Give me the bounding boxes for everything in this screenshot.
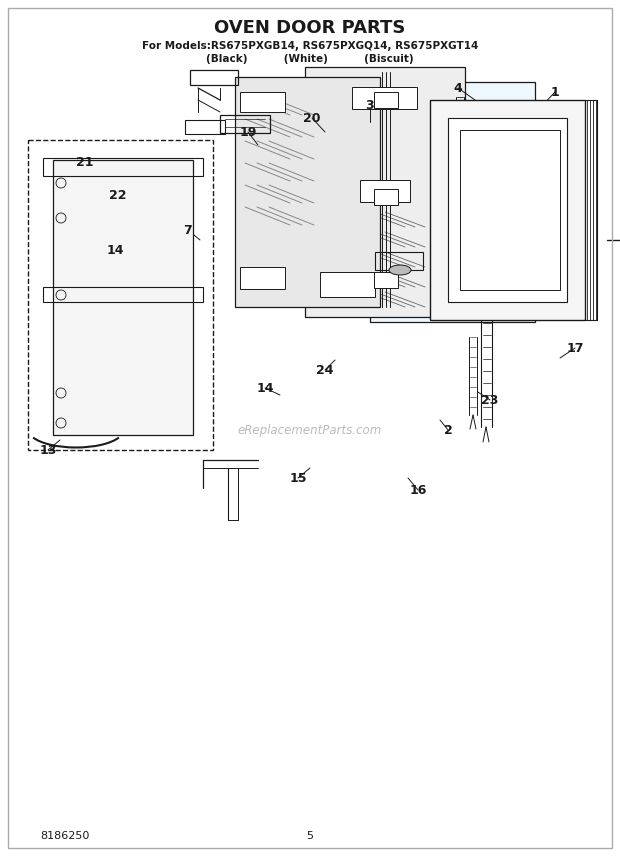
Polygon shape [320, 272, 375, 297]
Text: 16: 16 [409, 484, 427, 496]
Polygon shape [235, 77, 380, 307]
Text: 14: 14 [106, 243, 124, 257]
Text: 21: 21 [76, 156, 94, 169]
Text: 20: 20 [303, 111, 321, 124]
Text: 7: 7 [184, 223, 192, 236]
Text: 15: 15 [290, 472, 307, 484]
Text: 2: 2 [444, 424, 453, 437]
Text: 3: 3 [366, 98, 374, 111]
Polygon shape [240, 267, 285, 289]
Text: 8186250: 8186250 [40, 831, 89, 841]
Text: OVEN DOOR PARTS: OVEN DOOR PARTS [215, 19, 405, 37]
Polygon shape [370, 82, 535, 322]
Text: 4: 4 [454, 81, 463, 94]
Text: eReplacementParts.com: eReplacementParts.com [238, 424, 382, 437]
Polygon shape [430, 100, 585, 320]
Text: 24: 24 [316, 364, 334, 377]
Polygon shape [374, 92, 398, 108]
Polygon shape [374, 189, 398, 205]
Text: (Black)          (White)          (Biscuit): (Black) (White) (Biscuit) [206, 54, 414, 64]
Polygon shape [360, 180, 410, 202]
Text: 23: 23 [481, 394, 498, 407]
Text: 17: 17 [566, 342, 584, 354]
Polygon shape [352, 87, 417, 109]
Polygon shape [448, 118, 567, 302]
Text: 22: 22 [109, 188, 126, 201]
Text: 19: 19 [239, 126, 257, 139]
Text: 14: 14 [256, 382, 274, 395]
Ellipse shape [389, 265, 411, 275]
Text: 5: 5 [306, 831, 314, 841]
Text: For Models:RS675PXGB14, RS675PXGQ14, RS675PXGT14: For Models:RS675PXGB14, RS675PXGQ14, RS6… [142, 41, 478, 51]
Polygon shape [305, 67, 465, 317]
Polygon shape [374, 272, 398, 288]
Polygon shape [240, 92, 285, 112]
Text: 1: 1 [551, 86, 559, 98]
Text: 13: 13 [39, 443, 56, 456]
Polygon shape [53, 160, 193, 435]
